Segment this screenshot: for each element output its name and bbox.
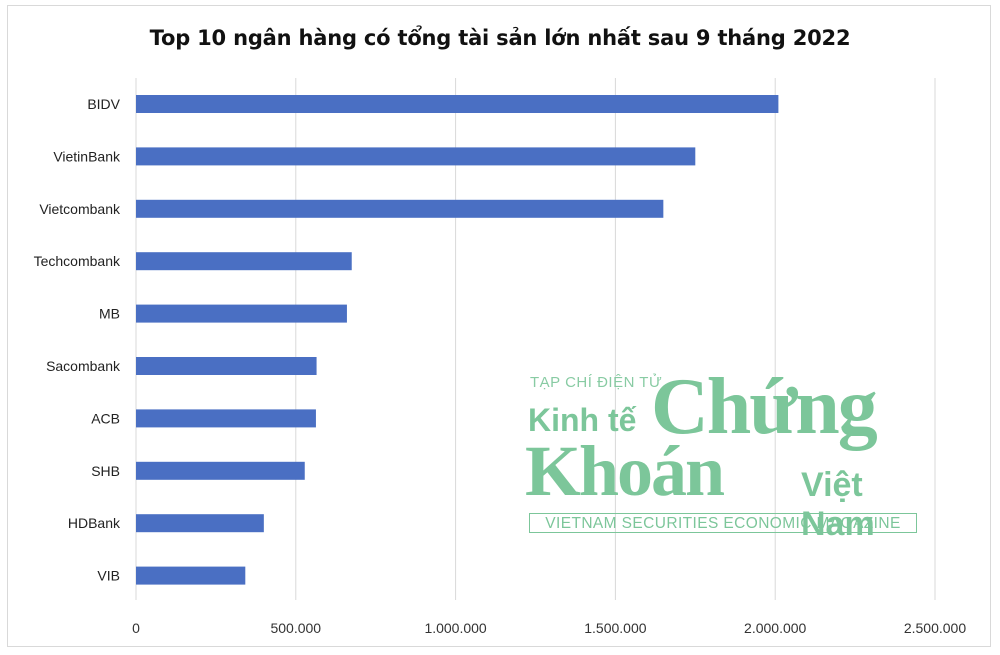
bar-bidv	[136, 95, 779, 113]
bar-vib	[136, 566, 246, 585]
category-label: SHB	[91, 463, 120, 479]
bars	[136, 95, 779, 585]
category-labels: BIDV VietinBank Vietcombank Techcombank MB Sa…	[34, 96, 121, 584]
bar-mb	[136, 304, 347, 323]
category-label: Techcombank	[34, 253, 121, 269]
category-label: HDBank	[68, 515, 121, 531]
watermark-kinh-te: Kinh tế	[528, 402, 637, 438]
bar-shb	[136, 461, 305, 480]
x-tick-label: 1.000.000	[424, 620, 486, 636]
bar-sacombank	[136, 357, 317, 375]
category-label: BIDV	[87, 96, 120, 112]
category-label: VietinBank	[53, 148, 121, 164]
bar-vietinbank	[136, 147, 696, 166]
x-tick-labels: 0 500.000 1.000.000 1.500.000 2.000.000 2.500…	[132, 620, 966, 636]
x-tick-label: 2.500.000	[904, 620, 966, 636]
bar-techcombank	[136, 252, 352, 271]
bar-hdbank	[136, 514, 264, 533]
bar-vietcombank	[136, 199, 664, 218]
category-label: Sacombank	[46, 358, 121, 374]
watermark-viet-nam: Việt Nam	[801, 466, 875, 543]
chart-title: Top 10 ngân hàng có tổng tài sản lớn nhấ…	[149, 26, 851, 50]
watermark-logo: TẠP CHÍ ĐIỆN TỬ Kinh tế Chứng Khoán Việt…	[525, 363, 925, 543]
watermark-chung: Chứng	[651, 363, 878, 451]
x-tick-label: 2.000.000	[744, 620, 806, 636]
chart-frame	[7, 5, 991, 647]
x-tick-label: 500.000	[270, 620, 321, 636]
category-label: Vietcombank	[39, 201, 121, 217]
x-tick-label: 0	[132, 620, 140, 636]
watermark-khoan: Khoán	[525, 431, 725, 511]
category-label: MB	[99, 306, 120, 322]
category-label: ACB	[91, 410, 120, 426]
bar-acb	[136, 409, 316, 428]
watermark-line1: TẠP CHÍ ĐIỆN TỬ	[530, 374, 663, 391]
watermark-magazine: VIETNAM SECURITIES ECONOMIC MAGAZINE	[529, 513, 917, 533]
category-label: VIB	[97, 568, 120, 584]
x-tick-label: 1.500.000	[584, 620, 646, 636]
